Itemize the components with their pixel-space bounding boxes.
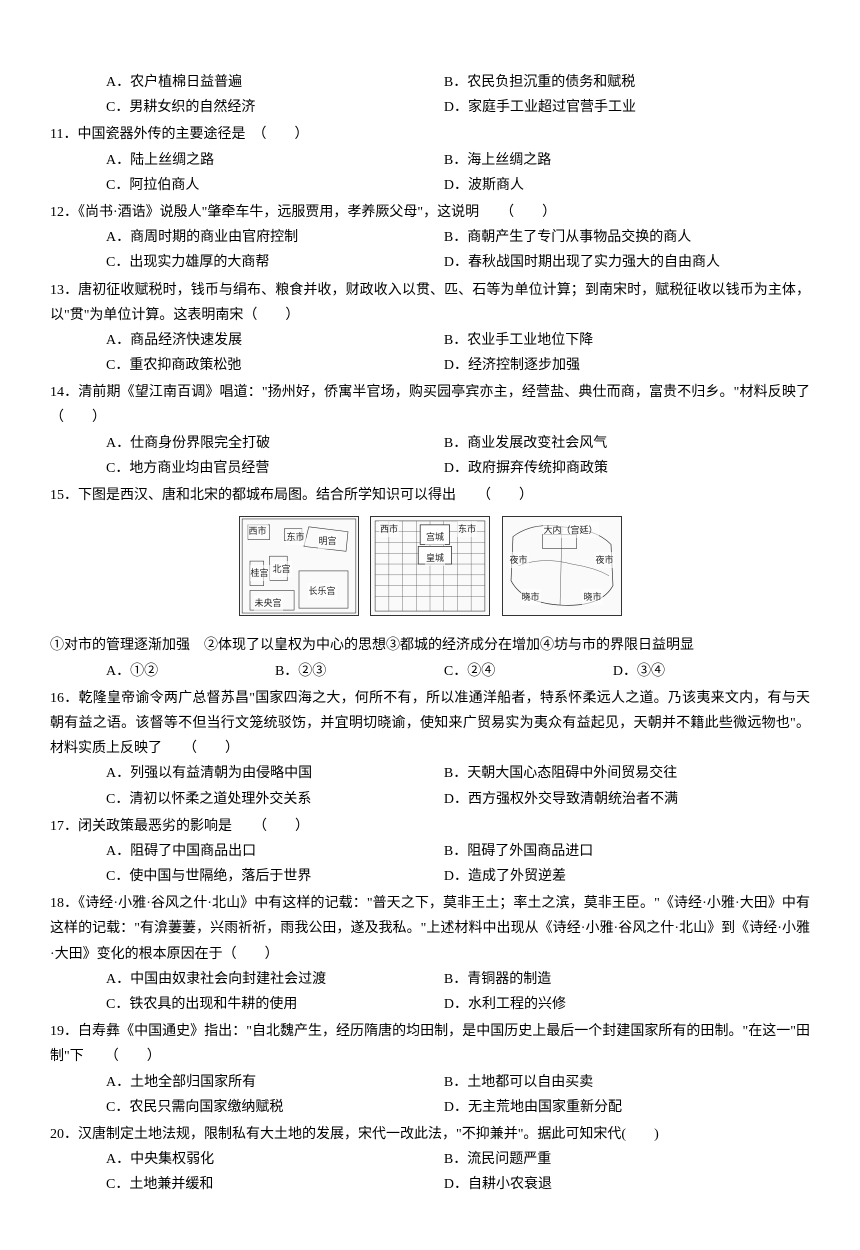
q20-opt-c: C．土地兼并缓和 bbox=[106, 1172, 444, 1197]
q12: 12．《尚书·酒诰》说殷人"肇牵车牛，远服贾用，孝养厥父母"，这说明 （ ） A… bbox=[50, 200, 810, 276]
q16-opt-c: C．清初以怀柔之道处理外交关系 bbox=[106, 787, 444, 812]
q19-opt-c: C．农民只需向国家缴纳赋税 bbox=[106, 1095, 444, 1120]
q13-opt-d: D．经济控制逐步加强 bbox=[444, 353, 782, 378]
q17-opt-c: C．使中国与世隔绝，落后于世界 bbox=[106, 864, 444, 889]
q11-opt-b: B．海上丝绸之路 bbox=[444, 148, 782, 173]
q20: 20．汉唐制定土地法规，限制私有大土地的发展，宋代一改此法，"不抑兼并"。据此可… bbox=[50, 1122, 810, 1198]
q16-text: 16．乾隆皇帝谕令两广总督苏昌"国家四海之大，何所不有，所以准通洋船者，特系怀柔… bbox=[50, 686, 810, 762]
q12-text: 12．《尚书·酒诰》说殷人"肇牵车牛，远服贾用，孝养厥父母"，这说明 （ ） bbox=[50, 200, 810, 225]
fig3-l5: 晓市 bbox=[582, 589, 602, 605]
q10-opt-a: A．农户植棉日益普遍 bbox=[106, 70, 444, 95]
q18-opt-d: D．水利工程的兴修 bbox=[444, 992, 782, 1017]
fig1-l6: 未央宫 bbox=[254, 595, 283, 611]
q12-opt-b: B．商朝产生了专门从事物品交换的商人 bbox=[444, 225, 782, 250]
q11: 11．中国瓷器外传的主要途径是 （ ） A．陆上丝绸之路 B．海上丝绸之路 C．… bbox=[50, 122, 810, 198]
q12-opt-c: C．出现实力雄厚的大商帮 bbox=[106, 250, 444, 275]
q20-text: 20．汉唐制定土地法规，限制私有大土地的发展，宋代一改此法，"不抑兼并"。据此可… bbox=[50, 1122, 810, 1147]
fig2-l1: 西市 bbox=[379, 521, 399, 537]
fig3-l1: 大内（宫廷） bbox=[543, 522, 599, 538]
fig1-l4: 桂宫 bbox=[250, 565, 270, 581]
q20-opt-a: A．中央集权弱化 bbox=[106, 1147, 444, 1172]
fig3-l2: 夜市 bbox=[509, 552, 529, 568]
q13: 13．唐初征收赋税时，钱币与绢布、粮食并收，财政收入以贯、匹、石等为单位计算；到… bbox=[50, 278, 810, 379]
q15: 15．下图是西汉、唐和北宋的都城布局图。结合所学知识可以得出 （ ） 西市 东市… bbox=[50, 483, 810, 684]
q13-opt-a: A．商品经济快速发展 bbox=[106, 328, 444, 353]
q19-opt-b: B．土地都可以自由买卖 bbox=[444, 1070, 782, 1095]
q14-opt-a: A．仕商身份界限完全打破 bbox=[106, 431, 444, 456]
q17-opt-a: A．阻碍了中国商品出口 bbox=[106, 839, 444, 864]
q16-opt-b: B．天朝大国心态阻碍中外间贸易交往 bbox=[444, 761, 782, 786]
q18-opt-b: B．青铜器的制造 bbox=[444, 967, 782, 992]
figure-song: 大内（宫廷） 夜市 夜市 晓市 晓市 bbox=[502, 516, 622, 616]
q10-options: A．农户植棉日益普遍 B．农民负担沉重的债务和赋税 C．男耕女织的自然经济 D．… bbox=[50, 70, 810, 120]
q11-opt-a: A．陆上丝绸之路 bbox=[106, 148, 444, 173]
q19-text: 19．白寿彝《中国通史》指出："自北魏产生，经历隋唐的均田制，是中国历史上最后一… bbox=[50, 1019, 810, 1069]
q12-opt-a: A．商周时期的商业由官府控制 bbox=[106, 225, 444, 250]
figure-tang: 西市 东市 宫城 皇城 bbox=[370, 516, 490, 616]
q14-text: 14．清前期《望江南百调》唱道："扬州好，侨寓半官场，购买园亭宾亦主，经营盐、典… bbox=[50, 380, 810, 430]
fig3-l3: 夜市 bbox=[594, 552, 614, 568]
q11-text: 11．中国瓷器外传的主要途径是 （ ） bbox=[50, 122, 810, 147]
q20-opt-d: D．自耕小农衰退 bbox=[444, 1172, 782, 1197]
fig2-l3: 宫城 bbox=[425, 529, 445, 545]
q18-opt-c: C．铁农具的出现和牛耕的使用 bbox=[106, 992, 444, 1017]
q14: 14．清前期《望江南百调》唱道："扬州好，侨寓半官场，购买园亭宾亦主，经营盐、典… bbox=[50, 380, 810, 481]
fig1-l3: 明宫 bbox=[318, 533, 338, 549]
q19-opt-a: A．土地全部归国家所有 bbox=[106, 1070, 444, 1095]
fig2-l2: 东市 bbox=[457, 521, 477, 537]
q10-opt-b: B．农民负担沉重的债务和赋税 bbox=[444, 70, 782, 95]
fig1-l2: 东市 bbox=[286, 529, 306, 545]
q15-statements: ①对市的管理逐渐加强 ②体现了以皇权为中心的思想③都城的经济成分在增加④坊与市的… bbox=[50, 633, 810, 658]
q17-opt-b: B．阻碍了外国商品进口 bbox=[444, 839, 782, 864]
q16: 16．乾隆皇帝谕令两广总督苏昌"国家四海之大，何所不有，所以准通洋船者，特系怀柔… bbox=[50, 686, 810, 812]
q17: 17．闭关政策最恶劣的影响是 （ ） A．阻碍了中国商品出口 B．阻碍了外国商品… bbox=[50, 814, 810, 890]
q16-opt-d: D．西方强权外交导致清朝统治者不满 bbox=[444, 787, 782, 812]
q15-opt-b: B．②③ bbox=[275, 659, 444, 684]
q20-opt-b: B．流民问题严重 bbox=[444, 1147, 782, 1172]
q15-opt-a: A．①② bbox=[106, 659, 275, 684]
q13-text: 13．唐初征收赋税时，钱币与绢布、粮食并收，财政收入以贯、匹、石等为单位计算；到… bbox=[50, 278, 810, 328]
q13-opt-b: B．农业手工业地位下降 bbox=[444, 328, 782, 353]
q19-opt-d: D．无主荒地由国家重新分配 bbox=[444, 1095, 782, 1120]
q18-opt-a: A．中国由奴隶社会向封建社会过渡 bbox=[106, 967, 444, 992]
q18: 18．《诗经·小雅·谷风之什·北山》中有这样的记载："普天之下，莫非王土；率土之… bbox=[50, 891, 810, 1017]
q14-opt-d: D．政府摒弃传统抑商政策 bbox=[444, 456, 782, 481]
fig1-l5: 北宫 bbox=[272, 561, 292, 577]
q14-opt-b: B．商业发展改变社会风气 bbox=[444, 431, 782, 456]
q15-text: 15．下图是西汉、唐和北宋的都城布局图。结合所学知识可以得出 （ ） bbox=[50, 483, 810, 508]
q14-opt-c: C．地方商业均由官员经营 bbox=[106, 456, 444, 481]
fig1-l7: 长乐宫 bbox=[308, 583, 337, 599]
q15-opt-d: D．③④ bbox=[613, 659, 782, 684]
fig1-l1: 西市 bbox=[248, 523, 268, 539]
q15-opt-c: C．②④ bbox=[444, 659, 613, 684]
q13-opt-c: C．重农抑商政策松弛 bbox=[106, 353, 444, 378]
q17-opt-d: D．造成了外贸逆差 bbox=[444, 864, 782, 889]
q11-opt-d: D．波斯商人 bbox=[444, 173, 782, 198]
q10-opt-c: C．男耕女织的自然经济 bbox=[106, 95, 444, 120]
q18-text: 18．《诗经·小雅·谷风之什·北山》中有这样的记载："普天之下，莫非王土；率土之… bbox=[50, 891, 810, 967]
q11-opt-c: C．阿拉伯商人 bbox=[106, 173, 444, 198]
city-layout-figures: 西市 东市 明宫 桂宫 北宫 未央宫 长乐宫 bbox=[50, 516, 810, 625]
figure-han: 西市 东市 明宫 桂宫 北宫 未央宫 长乐宫 bbox=[239, 516, 359, 616]
q19: 19．白寿彝《中国通史》指出："自北魏产生，经历隋唐的均田制，是中国历史上最后一… bbox=[50, 1019, 810, 1120]
q16-opt-a: A．列强以有益清朝为由侵略中国 bbox=[106, 761, 444, 786]
q12-opt-d: D．春秋战国时期出现了实力强大的自由商人 bbox=[444, 250, 782, 275]
q10-opt-d: D．家庭手工业超过官营手工业 bbox=[444, 95, 782, 120]
fig2-l4: 皇城 bbox=[425, 550, 445, 566]
q17-text: 17．闭关政策最恶劣的影响是 （ ） bbox=[50, 814, 810, 839]
fig3-l4: 晓市 bbox=[521, 589, 541, 605]
